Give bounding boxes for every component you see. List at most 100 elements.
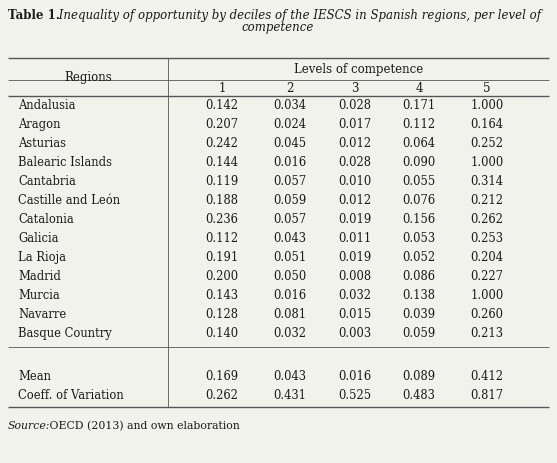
Text: Castille and León: Castille and León — [18, 194, 120, 207]
Text: 0.156: 0.156 — [403, 213, 436, 226]
Text: 1.000: 1.000 — [470, 156, 504, 169]
Text: 0.262: 0.262 — [471, 213, 504, 226]
Text: 0.252: 0.252 — [471, 137, 504, 150]
Text: 0.119: 0.119 — [206, 175, 238, 188]
Text: 0.011: 0.011 — [338, 232, 372, 245]
Text: 0.525: 0.525 — [339, 389, 372, 402]
Text: 0.019: 0.019 — [338, 213, 372, 226]
Text: 1.000: 1.000 — [470, 289, 504, 302]
Text: Regions: Regions — [64, 70, 112, 83]
Text: 0.253: 0.253 — [471, 232, 504, 245]
Text: 0.188: 0.188 — [206, 194, 238, 207]
Text: 0.236: 0.236 — [206, 213, 238, 226]
Text: 0.039: 0.039 — [403, 308, 436, 321]
Text: 0.032: 0.032 — [273, 327, 306, 340]
Text: 0.051: 0.051 — [273, 251, 306, 264]
Text: 0.053: 0.053 — [403, 232, 436, 245]
Text: Galicia: Galicia — [18, 232, 58, 245]
Text: 0.143: 0.143 — [206, 289, 238, 302]
Text: Catalonia: Catalonia — [18, 213, 74, 226]
Text: 0.024: 0.024 — [273, 118, 306, 131]
Text: 0.191: 0.191 — [206, 251, 238, 264]
Text: 0.144: 0.144 — [206, 156, 238, 169]
Text: 0.016: 0.016 — [339, 370, 372, 383]
Text: 0.260: 0.260 — [471, 308, 504, 321]
Text: 0.128: 0.128 — [206, 308, 238, 321]
Text: Cantabria: Cantabria — [18, 175, 76, 188]
Text: 0.171: 0.171 — [402, 99, 436, 112]
Text: 0.012: 0.012 — [339, 137, 372, 150]
Text: 0.055: 0.055 — [402, 175, 436, 188]
Text: Madrid: Madrid — [18, 270, 61, 283]
Text: 0.140: 0.140 — [206, 327, 238, 340]
Text: 0.016: 0.016 — [273, 289, 306, 302]
Text: 0.034: 0.034 — [273, 99, 306, 112]
Text: 0.227: 0.227 — [471, 270, 504, 283]
Text: 4: 4 — [416, 81, 423, 94]
Text: 0.003: 0.003 — [339, 327, 372, 340]
Text: 0.431: 0.431 — [273, 389, 306, 402]
Text: Navarre: Navarre — [18, 308, 66, 321]
Text: 0.081: 0.081 — [273, 308, 306, 321]
Text: Balearic Islands: Balearic Islands — [18, 156, 112, 169]
Text: Mean: Mean — [18, 370, 51, 383]
Text: 0.032: 0.032 — [339, 289, 372, 302]
Text: 0.045: 0.045 — [273, 137, 306, 150]
Text: 0.016: 0.016 — [273, 156, 306, 169]
Text: 0.412: 0.412 — [471, 370, 504, 383]
Text: 1: 1 — [218, 81, 226, 94]
Text: 0.112: 0.112 — [206, 232, 238, 245]
Text: 0.043: 0.043 — [273, 370, 306, 383]
Text: Asturias: Asturias — [18, 137, 66, 150]
Text: 0.262: 0.262 — [206, 389, 238, 402]
Text: 0.012: 0.012 — [339, 194, 372, 207]
Text: Source:: Source: — [8, 421, 50, 431]
Text: 0.142: 0.142 — [206, 99, 238, 112]
Text: 0.314: 0.314 — [471, 175, 504, 188]
Text: 0.017: 0.017 — [338, 118, 372, 131]
Text: 0.090: 0.090 — [402, 156, 436, 169]
Text: 0.010: 0.010 — [338, 175, 372, 188]
Text: 0.015: 0.015 — [338, 308, 372, 321]
Text: 0.112: 0.112 — [403, 118, 436, 131]
Text: OECD (2013) and own elaboration: OECD (2013) and own elaboration — [46, 421, 240, 432]
Text: 0.028: 0.028 — [339, 99, 372, 112]
Text: Table 1.: Table 1. — [8, 9, 60, 22]
Text: 0.086: 0.086 — [403, 270, 436, 283]
Text: 0.204: 0.204 — [471, 251, 504, 264]
Text: 0.200: 0.200 — [206, 270, 238, 283]
Text: 5: 5 — [483, 81, 491, 94]
Text: Levels of competence: Levels of competence — [294, 63, 423, 75]
Text: 0.242: 0.242 — [206, 137, 238, 150]
Text: Coeff. of Variation: Coeff. of Variation — [18, 389, 124, 402]
Text: 0.050: 0.050 — [273, 270, 306, 283]
Text: 0.138: 0.138 — [403, 289, 436, 302]
Text: 0.043: 0.043 — [273, 232, 306, 245]
Text: 0.059: 0.059 — [273, 194, 306, 207]
Text: Andalusia: Andalusia — [18, 99, 76, 112]
Text: 0.076: 0.076 — [403, 194, 436, 207]
Text: Basque Country: Basque Country — [18, 327, 112, 340]
Text: 0.483: 0.483 — [403, 389, 436, 402]
Text: 3: 3 — [351, 81, 359, 94]
Text: 0.089: 0.089 — [403, 370, 436, 383]
Text: Inequality of opportunity by deciles of the IESCS in Spanish regions, per level : Inequality of opportunity by deciles of … — [55, 9, 541, 22]
Text: Aragon: Aragon — [18, 118, 61, 131]
Text: competence: competence — [242, 21, 314, 34]
Text: 0.207: 0.207 — [206, 118, 238, 131]
Text: 0.028: 0.028 — [339, 156, 372, 169]
Text: La Rioja: La Rioja — [18, 251, 66, 264]
Text: 0.059: 0.059 — [402, 327, 436, 340]
Text: 0.052: 0.052 — [403, 251, 436, 264]
Text: 0.212: 0.212 — [471, 194, 504, 207]
Text: Murcia: Murcia — [18, 289, 60, 302]
Text: 0.169: 0.169 — [206, 370, 238, 383]
Text: 0.213: 0.213 — [471, 327, 504, 340]
Text: 0.817: 0.817 — [471, 389, 504, 402]
Text: 0.164: 0.164 — [471, 118, 504, 131]
Text: 0.008: 0.008 — [339, 270, 372, 283]
Text: 0.057: 0.057 — [273, 175, 306, 188]
Text: 0.019: 0.019 — [338, 251, 372, 264]
Text: 1.000: 1.000 — [470, 99, 504, 112]
Text: 0.057: 0.057 — [273, 213, 306, 226]
